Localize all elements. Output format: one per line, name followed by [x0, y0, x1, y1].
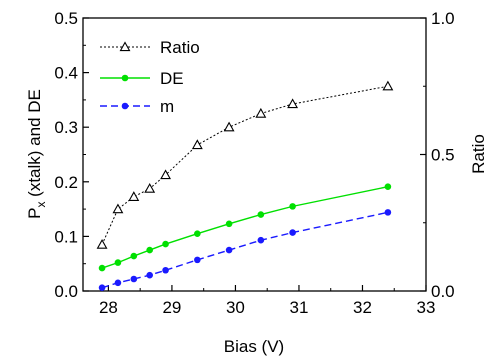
y-left-axis-title-rest: (xtalk) and DE — [25, 89, 44, 201]
data-point-ratio — [160, 169, 172, 180]
x-tick-label: 33 — [417, 298, 436, 317]
data-point-de — [384, 183, 392, 191]
data-point-ratio — [96, 238, 108, 249]
legend-label-de: DE — [160, 69, 184, 88]
legend: Ratio DE m — [100, 38, 200, 116]
data-point-m — [257, 236, 265, 244]
data-point-de — [130, 252, 138, 260]
series-line-de — [101, 186, 389, 269]
y-left-tick-label: 0.3 — [54, 118, 78, 137]
series-line-ratio — [101, 85, 388, 245]
legend-marker-de — [121, 74, 129, 82]
y-right-tick-label: 1.0 — [431, 9, 455, 28]
legend-marker-ratio — [119, 41, 131, 52]
x-tick-label: 31 — [290, 298, 309, 317]
data-point-de — [98, 264, 106, 272]
y-right-tick-label: 0.5 — [431, 146, 455, 165]
data-point-de — [146, 246, 153, 254]
data-point-de — [289, 203, 296, 210]
data-point-ratio — [287, 98, 299, 109]
series-m — [98, 209, 392, 292]
y-left-tick-label: 0.2 — [54, 173, 78, 192]
series-de — [98, 183, 392, 272]
x-tick-label: 30 — [226, 298, 245, 317]
series-line-m — [101, 211, 389, 289]
x-tick-label: 28 — [99, 298, 118, 317]
data-point-ratio — [191, 139, 203, 150]
y-left-axis-title: Px (xtalk) and DE — [25, 89, 48, 219]
legend-label-ratio: Ratio — [160, 38, 200, 57]
data-point-ratio — [128, 191, 140, 201]
data-point-m — [98, 284, 106, 292]
y-right-tick-label: 0.0 — [431, 282, 455, 301]
data-point-m — [225, 246, 233, 254]
data-point-de — [257, 211, 265, 218]
x-tick-label: 32 — [353, 298, 372, 317]
data-point-m — [289, 229, 296, 236]
series-layer — [96, 80, 394, 292]
y-left-tick-label: 0.4 — [54, 64, 78, 83]
data-point-de — [194, 230, 201, 237]
legend-marker-m — [121, 102, 129, 110]
data-point-m — [384, 209, 392, 216]
data-point-de — [225, 220, 233, 228]
x-axis-ticks: 28 29 30 31 32 33 — [99, 285, 436, 317]
data-point-ratio — [144, 182, 156, 193]
legend-label-m: m — [160, 97, 174, 116]
data-point-m — [146, 271, 153, 279]
data-point-m — [194, 256, 201, 264]
plot-frame — [82, 17, 427, 292]
y-right-axis-title: Ratio — [469, 134, 488, 174]
y-left-axis-ticks: 0.0 0.1 0.2 0.3 0.4 0.5 — [54, 9, 89, 301]
series-ratio — [96, 80, 394, 249]
y-left-axis-title-subscript: x — [34, 202, 48, 208]
data-point-ratio — [223, 121, 235, 132]
data-point-ratio — [255, 107, 267, 118]
data-point-de — [114, 259, 122, 266]
y-left-tick-label: 0.5 — [54, 9, 78, 28]
data-point-ratio — [382, 80, 394, 91]
y-right-axis-ticks: 0.0 0.5 1.0 — [420, 9, 455, 301]
y-left-tick-label: 0.0 — [54, 282, 78, 301]
y-left-axis-title-main: P — [25, 208, 44, 219]
data-point-m — [162, 266, 169, 274]
x-tick-label: 29 — [162, 298, 181, 317]
data-point-m — [130, 275, 138, 283]
data-point-ratio — [112, 203, 124, 214]
y-left-tick-label: 0.1 — [54, 227, 78, 246]
data-point-de — [162, 240, 169, 248]
x-axis-title: Bias (V) — [224, 337, 284, 356]
data-point-m — [114, 279, 122, 287]
